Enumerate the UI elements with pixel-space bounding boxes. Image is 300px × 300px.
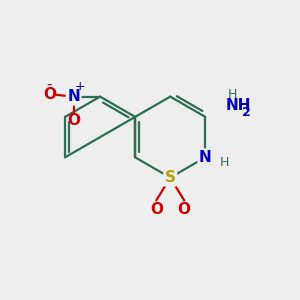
Text: S: S [165,170,176,185]
Text: O: O [150,202,163,217]
Text: H: H [220,156,230,170]
Text: O: O [67,113,80,128]
Text: +: + [75,80,86,93]
Text: N: N [67,89,80,104]
Text: O: O [178,202,191,217]
Text: NH: NH [226,98,251,113]
Text: -: - [46,77,52,92]
Text: 2: 2 [242,106,251,119]
Text: N: N [199,150,212,165]
Text: H: H [227,88,237,101]
Text: O: O [43,87,56,102]
